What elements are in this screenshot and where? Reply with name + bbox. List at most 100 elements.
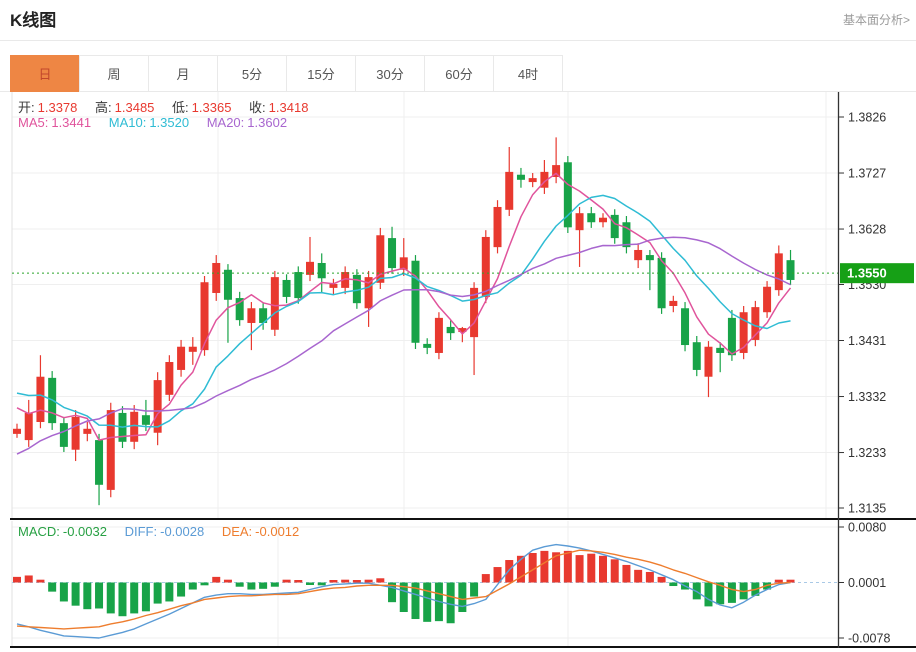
macd-readout: MACD: -0.0032 DIFF: -0.0028 DEA: -0.0012 — [18, 524, 313, 539]
candle-body — [24, 412, 33, 441]
low-readout: 低: 1.3365 — [172, 100, 231, 115]
macd-bottom-border — [10, 646, 916, 648]
macd-hist-bar — [493, 567, 502, 583]
tab-30min[interactable]: 30分 — [355, 55, 425, 92]
ma5-label: MA5: — [18, 115, 49, 130]
tab-5min[interactable]: 5分 — [217, 55, 287, 92]
ma20-line — [16, 236, 791, 455]
candle-body — [481, 236, 490, 297]
macd-axis-tick-label: 0.0001 — [848, 576, 886, 590]
candle-body — [352, 274, 361, 304]
macd-value-readout: MACD: -0.0032 — [18, 524, 107, 539]
macd-hist-bar — [388, 582, 397, 603]
macd-hist-bar — [364, 579, 373, 583]
macd-hist-bar — [516, 555, 525, 583]
tab-month[interactable]: 月 — [148, 55, 218, 92]
macd-hist-bar — [645, 571, 654, 583]
macd-hist-bar — [141, 582, 150, 612]
open-label: 开: — [18, 100, 35, 115]
candle-body — [59, 423, 68, 447]
dea-value: -0.0012 — [255, 524, 300, 539]
fundamental-analysis-link[interactable]: 基本面分析> — [842, 13, 910, 27]
ma5-readout: MA5: 1.3441 — [18, 115, 91, 130]
macd-hist-bar — [599, 555, 607, 583]
macd-hist-bar — [786, 579, 795, 583]
candle-body — [399, 257, 408, 270]
candle-body — [587, 213, 596, 223]
high-label: 高: — [95, 100, 112, 115]
macd-hist-bar — [540, 550, 549, 583]
candle-body — [106, 410, 115, 490]
tab-4hour[interactable]: 4时 — [493, 55, 563, 92]
high-readout: 高: 1.3485 — [95, 100, 154, 115]
tab-15min[interactable]: 15分 — [286, 55, 356, 92]
tab-day[interactable]: 日 — [10, 55, 80, 92]
candle-body — [669, 300, 678, 306]
header-divider — [0, 40, 916, 41]
macd-hist-bar — [423, 582, 432, 622]
dea-readout: DEA: -0.0012 — [222, 524, 299, 539]
macd-hist-bar — [130, 582, 139, 614]
candle-body — [599, 217, 607, 223]
macd-hist-bar — [24, 575, 33, 583]
candle-body — [165, 362, 174, 395]
dea-line — [16, 549, 791, 630]
ma-readout: MA5: 1.3441 MA10: 1.3520 MA20: 1.3602 — [18, 115, 301, 130]
candle-body — [13, 428, 21, 434]
macd-hist-bar — [657, 576, 666, 583]
macd-axis-tick-label: 0.0080 — [848, 521, 886, 535]
candle-body — [727, 317, 736, 356]
candle-body — [704, 346, 713, 377]
macd-hist-bar — [575, 555, 584, 583]
candle-body — [235, 298, 244, 321]
macd-label: MACD: — [18, 524, 60, 539]
macd-hist-bar — [188, 582, 197, 590]
candle-body — [153, 380, 162, 433]
candle-body — [376, 235, 385, 283]
candle-body — [364, 277, 373, 309]
candle-body — [329, 283, 338, 288]
macd-hist-bar — [528, 552, 537, 583]
candle-body — [141, 415, 150, 425]
price-axis-tick-label: 1.3727 — [848, 167, 886, 181]
ma5-line — [16, 172, 792, 441]
ma5-value: 1.3441 — [51, 115, 92, 130]
candle-body — [423, 343, 432, 348]
candle-body — [657, 257, 666, 309]
macd-hist-bar — [59, 582, 68, 602]
candle-body — [36, 376, 45, 422]
candle-body — [212, 262, 221, 293]
dea-label: DEA: — [221, 524, 253, 539]
macd-hist-bar — [774, 579, 783, 583]
ma20-value: 1.3602 — [247, 115, 288, 130]
candle-body — [751, 307, 760, 340]
macd-hist-bar — [200, 582, 209, 586]
macd-hist-bar — [118, 582, 127, 617]
macd-hist-bar — [235, 582, 244, 587]
candle-body — [528, 178, 537, 183]
macd-hist-bar — [552, 552, 561, 583]
macd-hist-bar — [95, 582, 104, 609]
macd-hist-bar — [306, 582, 314, 585]
macd-hist-bar — [470, 582, 479, 597]
candle-body — [634, 249, 643, 261]
ma20-readout: MA20: 1.3602 — [207, 115, 287, 130]
open-readout: 开: 1.3378 — [18, 100, 77, 115]
macd-hist-bar — [587, 553, 596, 583]
tab-week[interactable]: 周 — [79, 55, 149, 92]
macd-hist-bar — [341, 579, 350, 583]
candle-body — [317, 262, 326, 279]
candle-body — [763, 286, 772, 313]
diff-line — [16, 543, 791, 639]
macd-hist-bar — [48, 582, 57, 592]
candle-body — [247, 308, 256, 323]
macd-hist-bar — [352, 580, 361, 583]
candle-body — [95, 440, 104, 485]
candle-body — [470, 287, 479, 338]
ma20-label: MA20: — [206, 115, 245, 130]
tab-60min[interactable]: 60分 — [424, 55, 494, 92]
candle-body — [575, 213, 584, 231]
page-title: K线图 — [10, 11, 57, 30]
